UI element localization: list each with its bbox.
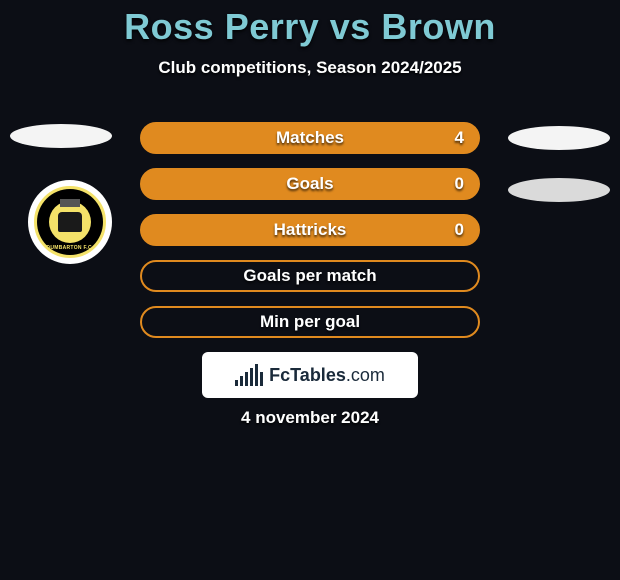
stat-row: Hattricks 0 [140, 214, 480, 246]
logo-text-main: FcTables [269, 365, 346, 385]
stat-label: Hattricks [274, 220, 347, 240]
stat-label: Goals [286, 174, 333, 194]
logo-text: FcTables.com [269, 365, 385, 386]
stat-row: Matches 4 [140, 122, 480, 154]
player-right-avatar-placeholder [508, 126, 610, 150]
club-badge-dumbarton: DUMBARTON F.C. [28, 180, 112, 264]
bar-chart-icon [235, 364, 263, 386]
stat-label: Min per goal [260, 312, 360, 332]
stat-value: 0 [455, 220, 464, 240]
fctables-logo: FcTables.com [202, 352, 418, 398]
stat-row: Goals per match [140, 260, 480, 292]
elephant-icon [58, 212, 82, 232]
subtitle: Club competitions, Season 2024/2025 [0, 58, 620, 78]
stat-value: 0 [455, 174, 464, 194]
stat-row: Min per goal [140, 306, 480, 338]
player-right-avatar-placeholder-2 [508, 178, 610, 202]
stat-label: Matches [276, 128, 344, 148]
player-left-avatar-placeholder [10, 124, 112, 148]
logo-text-domain: .com [346, 365, 385, 385]
stats-table: Matches 4 Goals 0 Hattricks 0 Goals per match M… [140, 122, 480, 352]
club-badge-label: DUMBARTON F.C. [46, 245, 93, 251]
stat-row: Goals 0 [140, 168, 480, 200]
stat-value: 4 [455, 128, 464, 148]
stat-label: Goals per match [243, 266, 376, 286]
castle-icon [60, 199, 80, 207]
infographic-date: 4 november 2024 [0, 408, 620, 428]
page-title: Ross Perry vs Brown [0, 0, 620, 48]
